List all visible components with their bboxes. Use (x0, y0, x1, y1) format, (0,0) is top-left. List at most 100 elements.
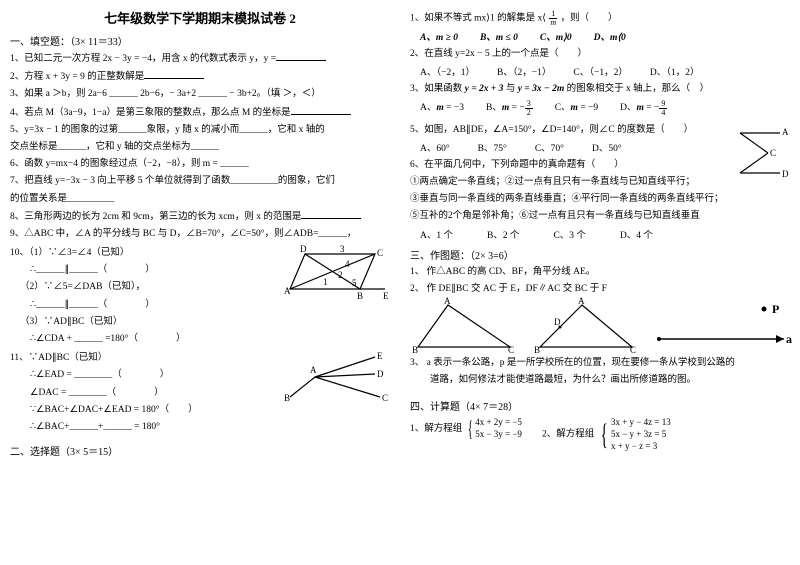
q4: 4、若点 M（3a−9，1−a）是第三象限的整数点，那么点 M 的坐标是 (10, 105, 390, 121)
svg-text:1: 1 (323, 277, 328, 287)
q4-text: 4、若点 M（3a−9，1−a）是第三象限的整数点，那么点 M 的坐标是 (10, 108, 291, 118)
t1: 1、 作△ABC 的高 CD、BF，角平分线 AE。 (410, 265, 790, 280)
opt: B、m ≤ 0 (480, 29, 518, 43)
c1-label: 1、解方程组 (410, 424, 462, 434)
section-3-head: 三、作图题：（2× 3=6） (410, 247, 790, 262)
section-4-head: 四、计算题（4× 7＝28） (410, 398, 790, 413)
svg-text:C: C (377, 248, 383, 258)
r1: 1、如果不等式 mx⟩1 的解集是 x⟨ 1m ，则（ ） (410, 10, 790, 27)
q11b: ∠DAC = ________（ ） (10, 386, 280, 401)
triangle-2: A D B C (532, 299, 642, 354)
svg-text:5: 5 (352, 278, 357, 288)
opt: D、（1，2） (650, 64, 700, 78)
opt: A、60° (420, 140, 450, 154)
right-column: 1、如果不等式 mx⟩1 的解集是 x⟨ 1m ，则（ ） A、m ≥ 0 B、… (400, 0, 800, 565)
svg-text:B: B (284, 393, 290, 403)
opt: D、50° (592, 140, 622, 154)
r6: 6、在平面几何中，下列命题中的真命题有（ ） (410, 158, 740, 173)
q8-text: 8、三角形两边的长为 2cm 和 9cm，第三边的长为 xcm，则 x 的范围是 (10, 212, 301, 222)
opt: C、（−1，2） (573, 64, 627, 78)
svg-text:A: A (310, 365, 317, 375)
blank (276, 51, 326, 61)
q2: 2、方程 x + 3y = 9 的正整数解是 (10, 69, 390, 85)
svg-text:C: C (630, 345, 636, 355)
r2-opts: A、（−2，1） B、（2，−1） C、（−1，2） D、（1，2） (420, 64, 790, 78)
opt: C、m⟩0 (540, 29, 572, 43)
line-p: P a (654, 299, 794, 354)
frac-1m: 1m (548, 10, 558, 27)
svg-text:B: B (412, 345, 418, 355)
r5-row: 5、如图，AB∥DE，∠A=150°，∠D=140°，则∠C 的度数是（ ） A… (410, 121, 790, 245)
svg-text:2: 2 (338, 270, 343, 280)
opt: B、75° (478, 140, 507, 154)
opt: B、（2，−1） (497, 64, 551, 78)
calc-row: 1、解方程组 { 4x + 2y = −5 5x − 3y = −9 2、解方程… (410, 417, 790, 452)
q1: 1、已知二元一次方程 2x − 3y = −4，用含 x 的代数式表示 y，y … (10, 51, 390, 67)
r6c: ⑤互补的2个角是邻补角；⑥过一点有且只有一条直线与已知直线垂直 (410, 209, 740, 224)
t3a: 3、 a 表示一条公路，p 是一所学校所在的位置，现在要修一条从学校到公路的 (410, 356, 790, 371)
r1-text: 1、如果不等式 mx⟩1 的解集是 x⟨ (410, 14, 546, 24)
t3b: 道路，如何修法才能使道路最短，为什么？画出所修道路的图。 (410, 373, 790, 388)
q7b: 的位置关系是__________ (10, 192, 390, 207)
r3: 3、如果函数 y = 2x + 3 与 y = 3x − 2m 的图象相交于 x… (410, 82, 790, 97)
t2: 2、 作 DE∥BC 交 AC 于 E，DF∥AC 交 BC 于 F (410, 282, 790, 297)
svg-text:D: D (554, 317, 561, 327)
q10-row: 10、（1）∵∠3=∠4（已知） ∴______∥______（ ） （2）∵∠… (10, 244, 390, 349)
opt: B、2 个 (487, 227, 519, 241)
q2-text: 2、方程 x + 3y = 9 的正整数解是 (10, 72, 144, 82)
r2: 2、在直线 y=2x − 5 上的一个点是（ ） (410, 47, 790, 62)
q7a: 7、把直线 y=−3x − 3 向上平移 5 个单位就得到了函数________… (10, 174, 390, 189)
svg-text:D: D (300, 244, 307, 254)
svg-text:4: 4 (345, 259, 350, 269)
svg-text:3: 3 (340, 244, 345, 254)
svg-text:C: C (770, 148, 776, 158)
svg-text:A: A (578, 296, 585, 306)
opt: A、m ≥ 0 (420, 29, 458, 43)
r3-text: 3、如果函数 y = 2x + 3 与 y = 3x − 2m 的图象相交于 x… (410, 84, 709, 94)
r6b: ③垂直与同一条直线的两条直线垂直；④平行同一条直线的两条直线平行； (410, 192, 740, 207)
q11-figure: A E D C B (280, 349, 390, 412)
q10-figure: D 3 C 4 2 5 1 A B E (280, 244, 390, 302)
q5b: 交点坐标是______，它和 y 轴的交点坐标为______ (10, 140, 390, 155)
c1: 1、解方程组 { 4x + 2y = −5 5x − 3y = −9 (410, 417, 522, 452)
r5-figure: A C D (740, 125, 790, 188)
opt: C、3 个 (553, 227, 585, 241)
q1-text: 1、已知二元一次方程 2x − 3y = −4，用含 x 的代数式表示 y，y … (10, 54, 276, 64)
q10c: ∴______∥______（ ） (10, 298, 280, 313)
opt: A、（−2，1） (420, 64, 475, 78)
opt: A、1 个 (420, 227, 453, 241)
opt: A、m = −3 (420, 99, 464, 116)
r6a: ①两点确定一条直线；②过一点有且只有一条直线与已知直线平行； (410, 175, 740, 190)
opt: C、70° (535, 140, 564, 154)
r3-opts: A、m = −3 B、m = −32 C、m = −9 D、m = −94 (420, 99, 790, 116)
q5a: 5、y=3x − 1 的图象的过第______象限，y 随 x 的减小而____… (10, 123, 390, 138)
c2: 2、解方程组 { 3x + y − 4z = 13 5x − y + 3z = … (542, 417, 671, 452)
svg-text:A: A (284, 286, 291, 296)
svg-text:C: C (382, 393, 388, 403)
r1b: ，则（ ） (560, 14, 617, 24)
blank (301, 209, 361, 219)
opt: C、m = −9 (555, 99, 598, 116)
triangle-1: A B C (410, 299, 520, 354)
svg-text:A: A (444, 296, 451, 306)
svg-text:C: C (508, 345, 514, 355)
svg-text:B: B (534, 345, 540, 355)
sys1: { 4x + 2y = −5 5x − 3y = −9 (465, 417, 522, 440)
q11-row: 11、∵AD∥BC（已知） ∴∠EAD = ________（ ） ∠DAC =… (10, 349, 390, 437)
svg-text:D: D (782, 169, 789, 179)
triangles-row: A B C A D B C P a (410, 299, 790, 354)
svg-text:D: D (377, 369, 384, 379)
q8: 8、三角形两边的长为 2cm 和 9cm，第三边的长为 xcm，则 x 的范围是 (10, 209, 390, 225)
c2-label: 2、解方程组 (542, 430, 594, 440)
c1l2: 5x − 3y = −9 (475, 429, 522, 441)
q9: 9、△ABC 中，∠A 的平分线与 BC 与 D，∠B=70°，∠C=50°，则… (10, 227, 390, 242)
q10e: ∴∠CDA + ______ =180°（ ） (10, 332, 280, 347)
q10b: （2）∵∠5=∠DAB（已知）， (10, 280, 280, 295)
opt: D、m = −94 (620, 99, 667, 116)
section-1-head: 一、填空题：（3× 11＝33） (10, 33, 390, 48)
q10d: （3）∵AD∥BC（已知） (10, 315, 280, 330)
q6: 6、函数 y=mx−4 的图象经过点（−2，−8），则 m = ______ (10, 157, 390, 172)
c2l1: 3x + y − 4z = 13 (611, 417, 671, 429)
blank (144, 69, 204, 79)
left-column: 七年级数学下学期期末模拟试卷 2 一、填空题：（3× 11＝33） 1、已知二元… (0, 0, 400, 565)
